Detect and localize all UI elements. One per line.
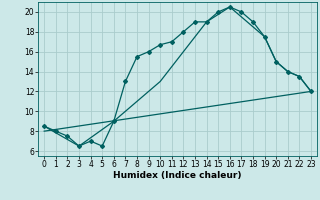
X-axis label: Humidex (Indice chaleur): Humidex (Indice chaleur) — [113, 171, 242, 180]
